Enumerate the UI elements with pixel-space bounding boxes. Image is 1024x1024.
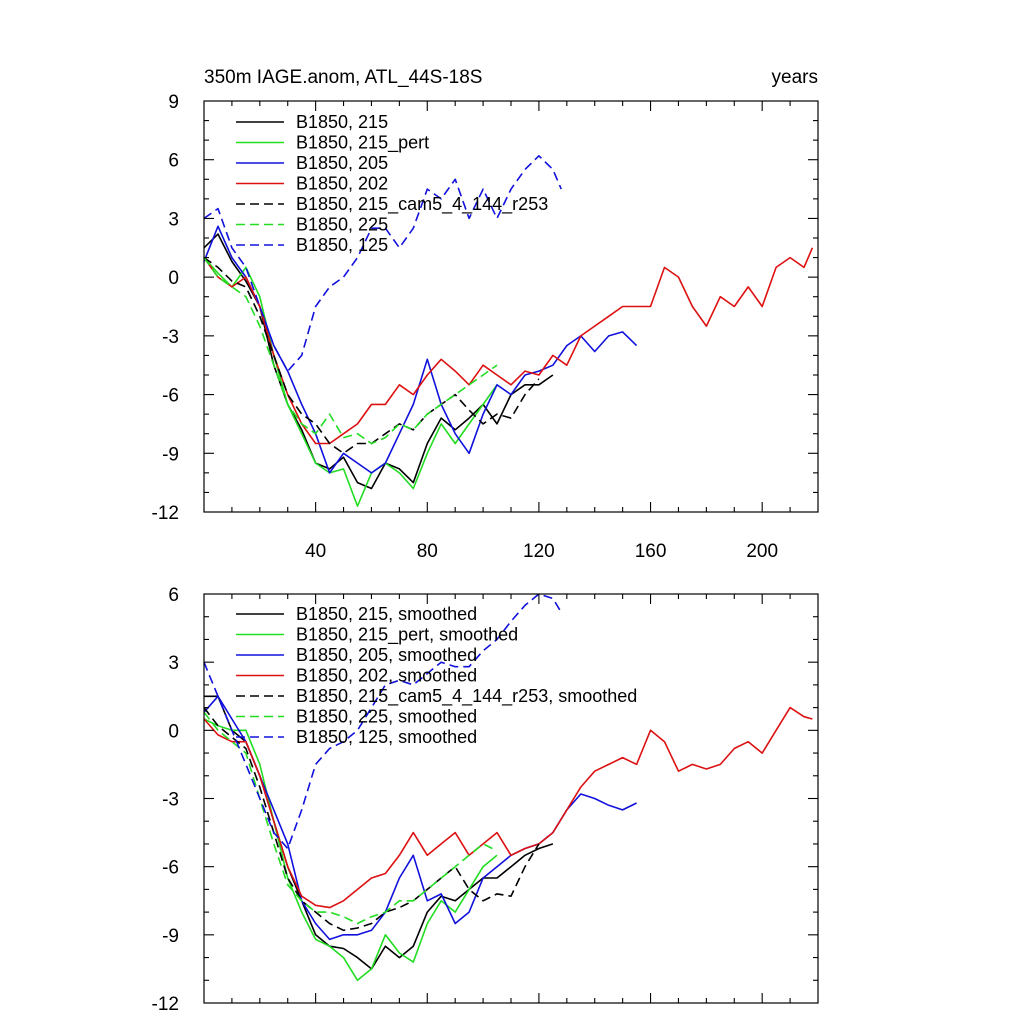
y-tick-label: 3: [168, 209, 179, 230]
y-tick-label: 3: [168, 653, 179, 674]
legend-label: B1850, 215_cam5_4_144_r253, smoothed: [296, 686, 637, 707]
series-line-3: [203, 247, 814, 445]
x-tick-label: 80: [417, 541, 438, 562]
legend-label: B1850, 125, smoothed: [296, 727, 477, 747]
legend-label: B1850, 225, smoothed: [296, 707, 477, 727]
y-tick-label: 0: [168, 721, 179, 742]
y-tick-label: -6: [162, 386, 179, 407]
y-tick-label: 6: [168, 585, 179, 606]
series-line-0: [203, 233, 554, 490]
chart-title: 350m IAGE.anom, ATL_44S-18S: [204, 67, 482, 88]
series-line-4: [203, 256, 540, 455]
legend-label: B1850, 225: [296, 215, 388, 235]
legend-label: B1850, 215_pert: [296, 133, 429, 154]
series-line-3: [203, 706, 813, 909]
x-tick-label: 120: [523, 541, 555, 562]
x-tick-label: 200: [746, 541, 778, 562]
top-panel: 40 80 120 160 200 -12 -9 -6 -3 0 3 6 9 350m IAGE.anom…: [152, 67, 819, 562]
units-label: years: [772, 67, 818, 88]
y-tick-label: -12: [152, 503, 179, 524]
y-tick-label: -3: [162, 790, 179, 811]
legend-label: B1850, 215, smoothed: [296, 604, 477, 624]
legend-label: B1850, 215_pert, smoothed: [296, 625, 518, 646]
legend-label: B1850, 215_cam5_4_144_r253: [296, 194, 548, 215]
series-line-6: [203, 593, 562, 850]
legend-label: B1850, 202, smoothed: [296, 666, 477, 686]
legend-label: B1850, 205: [296, 153, 388, 173]
legend-label: B1850, 205, smoothed: [296, 645, 477, 665]
y-tick-label: -9: [162, 926, 179, 947]
y-tick-label: 9: [168, 92, 179, 113]
series-line-1: [203, 257, 498, 507]
y-tick-label: -3: [162, 327, 179, 348]
legend-label: B1850, 215: [296, 112, 388, 132]
legend-label: B1850, 202: [296, 174, 388, 194]
series-line-4: [203, 707, 540, 932]
y-tick-label: -6: [162, 858, 179, 879]
series-line-5: [203, 711, 498, 925]
y-tick-label: -12: [152, 994, 179, 1015]
x-tick-label: 40: [305, 541, 326, 562]
series-line-6: [203, 155, 562, 372]
y-tick-label: -9: [162, 444, 179, 465]
legend-label: B1850, 125: [296, 235, 388, 255]
y-tick-label: 6: [168, 151, 179, 172]
series-line-5: [203, 257, 498, 445]
series-line-1: [203, 718, 498, 982]
y-tick-label: 0: [168, 268, 179, 289]
x-tick-label: 160: [635, 541, 667, 562]
